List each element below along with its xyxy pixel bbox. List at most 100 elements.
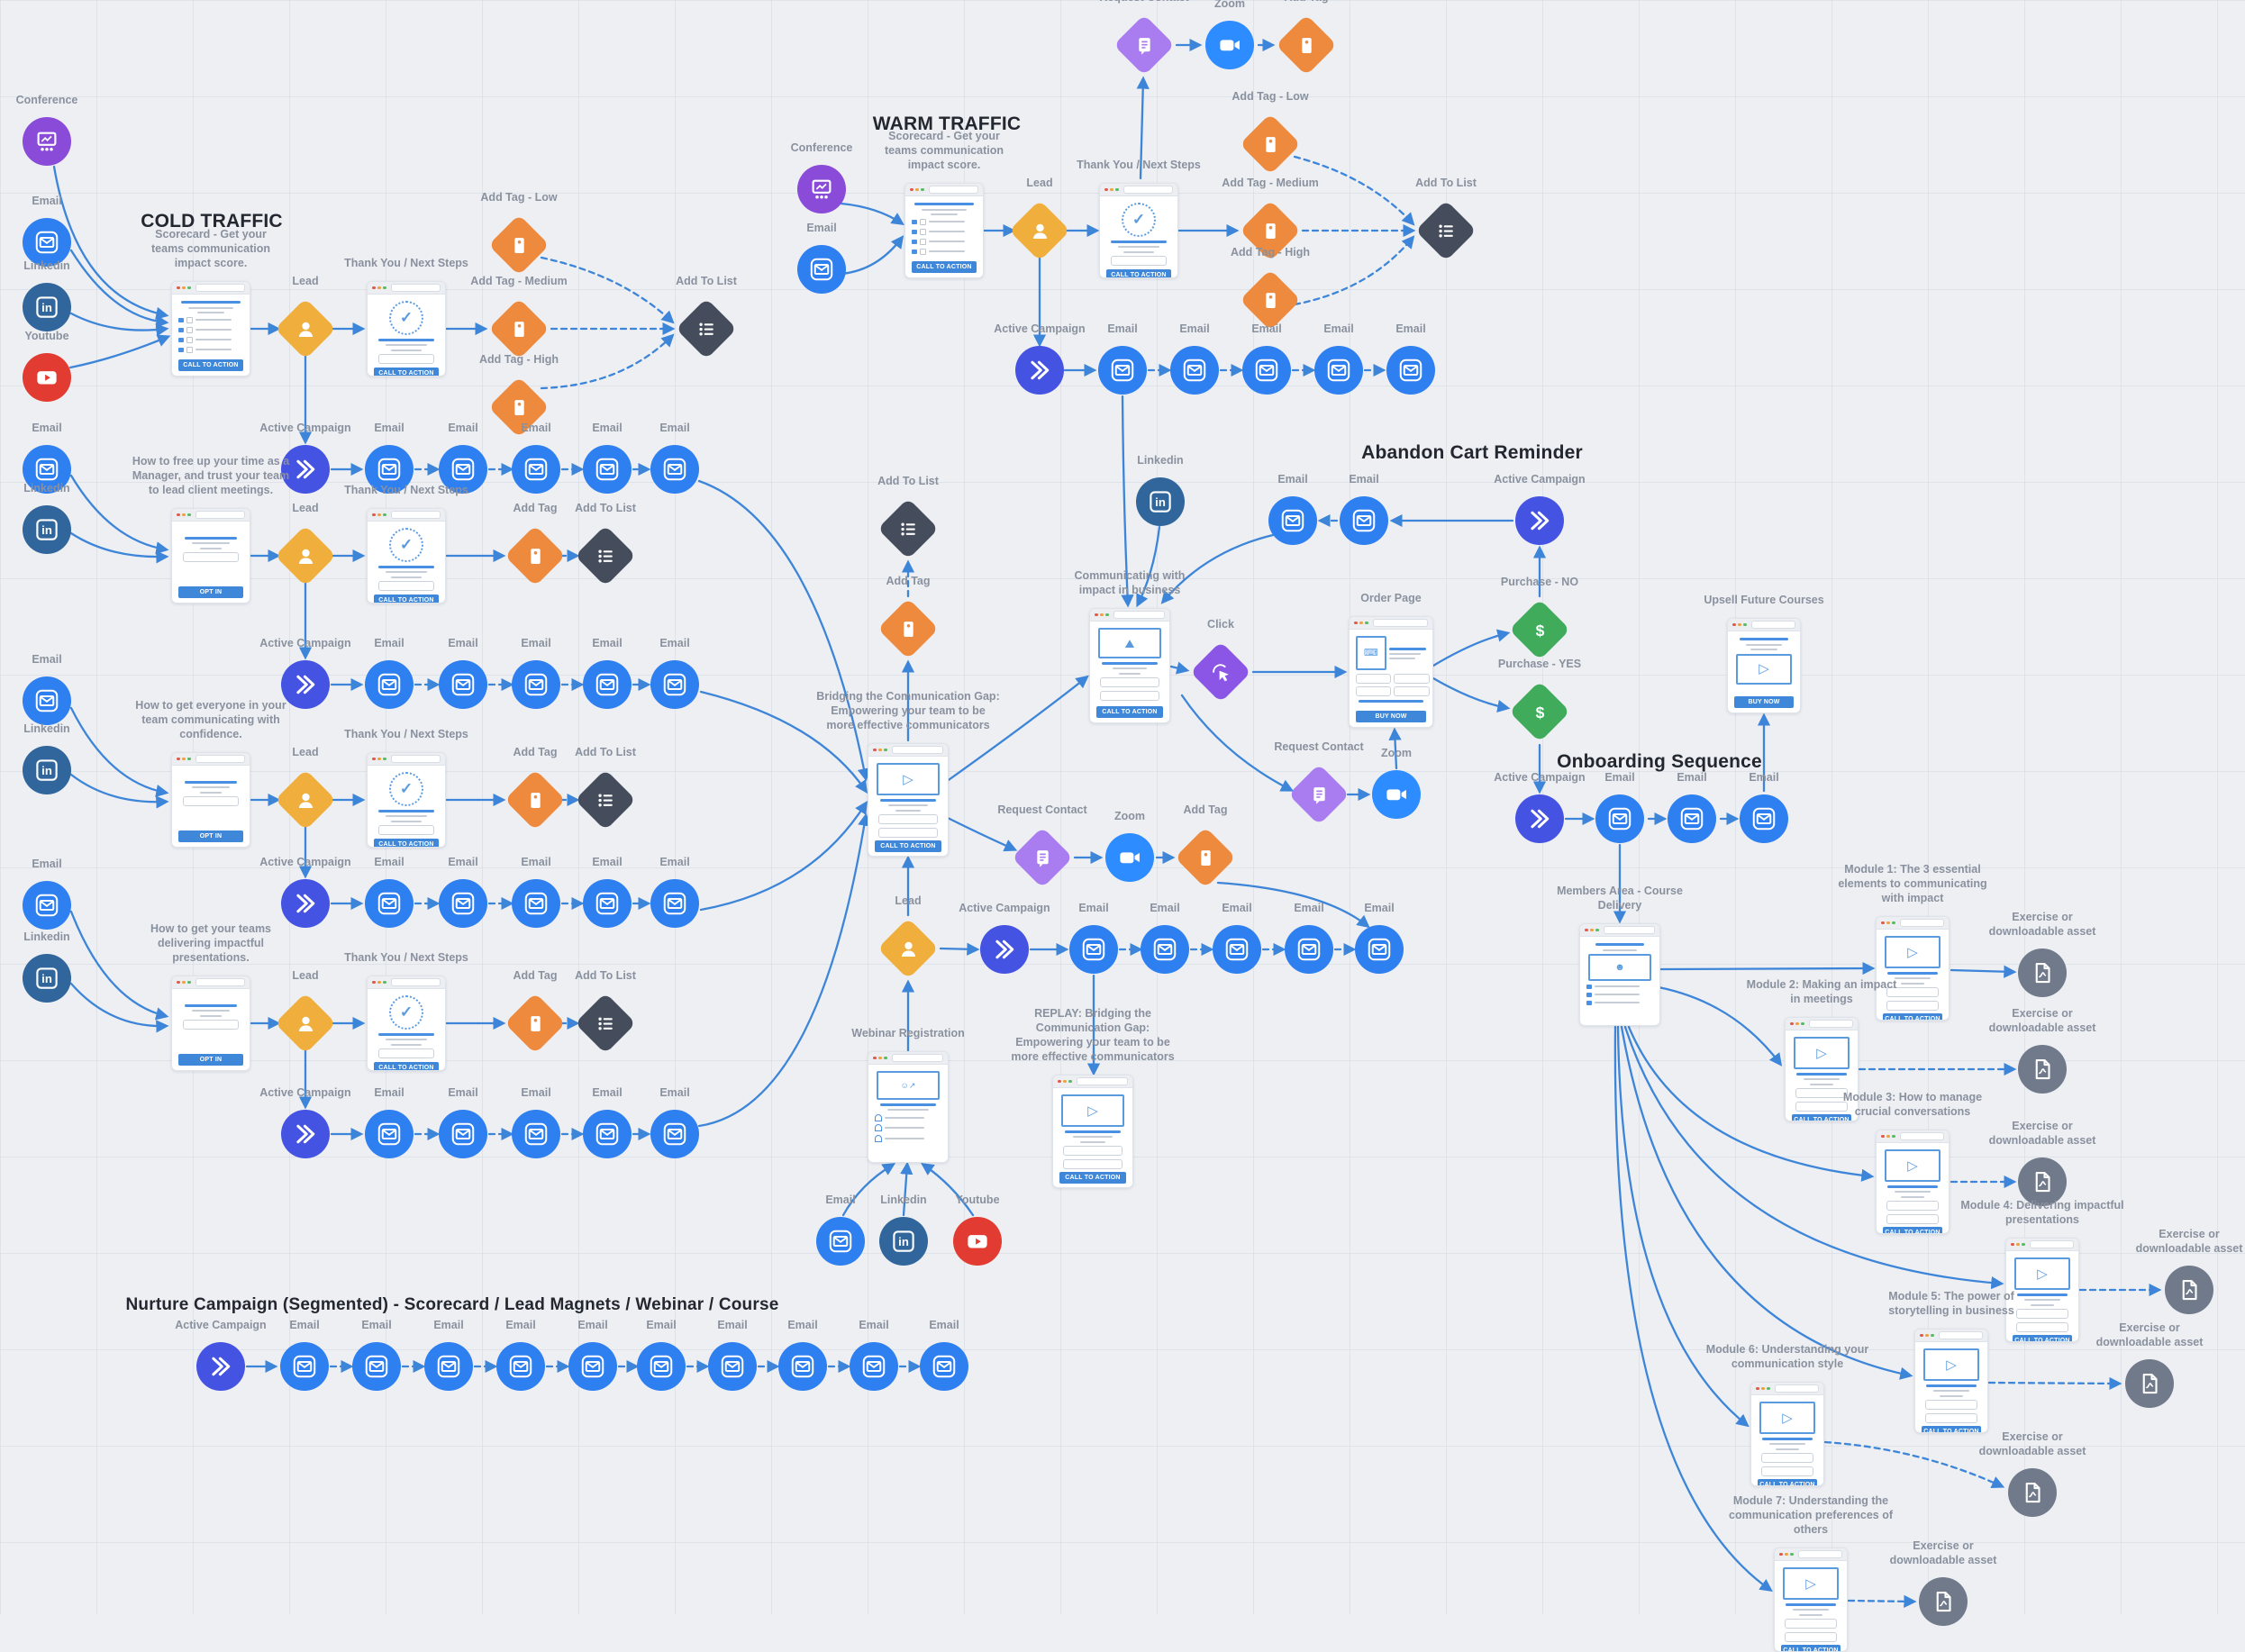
call-to-action-button[interactable]: CALL TO ACTION [374,367,439,376]
call-to-action-button[interactable]: CALL TO ACTION [1922,1426,1981,1432]
email-node[interactable] [583,660,632,709]
lead-node[interactable] [275,769,336,831]
email-node[interactable] [424,1342,473,1391]
module-page[interactable]: ▷ CALL TO ACTION [1914,1329,1988,1433]
list-node[interactable] [877,498,939,559]
sales-page[interactable]: ⛰ CALL TO ACTION [1089,608,1170,723]
email-node[interactable] [778,1342,827,1391]
email-node[interactable] [365,660,414,709]
email-node[interactable] [1740,794,1788,843]
upsell-page[interactable]: ▷ BUY NOW [1727,618,1801,713]
youtube-node[interactable] [23,353,71,402]
tag-node[interactable] [1240,113,1301,175]
email-node[interactable] [708,1342,757,1391]
email-node[interactable] [1242,346,1291,395]
email-node[interactable] [583,445,632,494]
ac-node[interactable] [196,1342,245,1391]
call-to-action-button[interactable]: CALL TO ACTION [2013,1335,2072,1341]
zoom-node[interactable] [1205,21,1254,69]
email-node[interactable] [1314,346,1363,395]
email-node[interactable] [365,445,414,494]
ac-node[interactable] [281,1110,330,1158]
asset-node[interactable] [2018,949,2067,997]
email-node[interactable] [637,1342,686,1391]
tag-node[interactable] [488,377,550,438]
linkedin-node[interactable]: in [879,1217,928,1266]
linkedin-node[interactable]: in [1136,477,1185,526]
thankyou-page[interactable]: ✓ CALL TO ACTION [367,508,446,604]
video-page[interactable]: ▷ CALL TO ACTION [868,743,949,857]
ac-node[interactable] [281,879,330,928]
module-page[interactable]: ▷ CALL TO ACTION [1750,1382,1824,1486]
lead-node[interactable] [877,918,939,979]
call-to-action-button[interactable]: CALL TO ACTION [1096,706,1163,718]
call-to-action-button[interactable]: CALL TO ACTION [1792,1114,1851,1121]
email-node[interactable] [797,245,846,294]
email-node[interactable] [1170,346,1219,395]
email-node[interactable] [439,445,487,494]
tag-node[interactable] [1276,14,1337,76]
email-node[interactable] [23,445,71,494]
email-node[interactable] [1213,925,1261,974]
email-node[interactable] [816,1217,865,1266]
purchase-node[interactable]: $ [1509,599,1570,660]
call-to-action-button[interactable]: CALL TO ACTION [1059,1172,1126,1184]
asset-node[interactable] [1919,1577,1968,1626]
list-node[interactable] [575,769,636,831]
zoom-node[interactable] [1105,833,1154,882]
email-node[interactable] [439,660,487,709]
email-node[interactable] [1340,496,1388,545]
thankyou-page[interactable]: ✓ CALL TO ACTION [1099,183,1178,278]
list-node[interactable] [575,525,636,586]
click-node[interactable] [1190,641,1251,703]
tag-node[interactable] [504,525,566,586]
email-node[interactable] [512,445,560,494]
asset-node[interactable] [2008,1468,2057,1517]
list-node[interactable] [575,993,636,1054]
linkedin-node[interactable]: in [23,283,71,331]
module-page[interactable]: ▷ CALL TO ACTION [2005,1238,2079,1342]
tag-node[interactable] [877,598,939,659]
list-node[interactable] [1415,200,1477,261]
email-node[interactable] [439,879,487,928]
thankyou-page[interactable]: ✓ CALL TO ACTION [367,976,446,1071]
request-node[interactable] [1012,827,1073,888]
optin-page[interactable]: OPT IN [171,976,250,1071]
call-to-action-button[interactable]: CALL TO ACTION [1781,1645,1841,1651]
ac-node[interactable] [281,445,330,494]
email-node[interactable] [1141,925,1189,974]
call-to-action-button[interactable]: BUY NOW [1356,711,1426,722]
module-page[interactable]: ▷ CALL TO ACTION [1774,1548,1848,1652]
call-to-action-button[interactable]: CALL TO ACTION [374,594,439,603]
email-node[interactable] [1069,925,1118,974]
email-node[interactable] [583,879,632,928]
call-to-action-button[interactable]: CALL TO ACTION [1106,268,1171,277]
thankyou-page[interactable]: ✓ CALL TO ACTION [367,752,446,848]
email-node[interactable] [23,676,71,725]
email-node[interactable] [365,879,414,928]
webinar-page[interactable]: ☺↗ [868,1051,949,1163]
request-node[interactable] [1288,764,1350,825]
email-node[interactable] [1268,496,1317,545]
email-node[interactable] [512,1110,560,1158]
call-to-action-button[interactable]: CALL TO ACTION [1883,1013,1942,1020]
email-node[interactable] [1595,794,1644,843]
call-to-action-button[interactable]: CALL TO ACTION [374,1061,439,1070]
linkedin-node[interactable]: in [23,954,71,1003]
email-node[interactable] [650,1110,699,1158]
email-node[interactable] [1668,794,1716,843]
asset-node[interactable] [2018,1045,2067,1094]
asset-node[interactable] [2018,1157,2067,1206]
call-to-action-button[interactable]: CALL TO ACTION [374,838,439,847]
lead-node[interactable] [1009,200,1070,261]
zoom-node[interactable] [1372,770,1421,819]
call-to-action-button[interactable]: OPT IN [178,1054,243,1066]
call-to-action-button[interactable]: CALL TO ACTION [875,840,941,852]
ac-node[interactable] [1515,794,1564,843]
ac-node[interactable] [1015,346,1064,395]
email-node[interactable] [1355,925,1404,974]
email-node[interactable] [280,1342,329,1391]
email-node[interactable] [512,879,560,928]
email-node[interactable] [23,881,71,930]
